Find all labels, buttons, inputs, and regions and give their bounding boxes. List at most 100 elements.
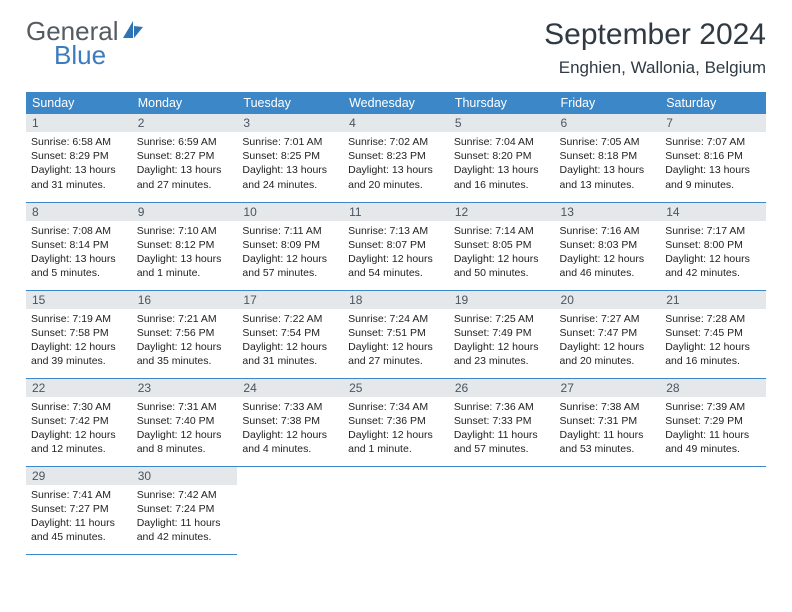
calendar-body: 1Sunrise: 6:58 AMSunset: 8:29 PMDaylight… [26, 114, 766, 554]
day-number: 2 [132, 114, 238, 132]
day-number: 8 [26, 203, 132, 221]
day-details: Sunrise: 7:05 AMSunset: 8:18 PMDaylight:… [555, 132, 661, 196]
day-details: Sunrise: 7:16 AMSunset: 8:03 PMDaylight:… [555, 221, 661, 285]
day-number: 25 [343, 379, 449, 397]
day-number: 9 [132, 203, 238, 221]
day-cell: 2Sunrise: 6:59 AMSunset: 8:27 PMDaylight… [132, 114, 238, 202]
logo-text-blue: Blue [54, 42, 144, 68]
day-cell: 17Sunrise: 7:22 AMSunset: 7:54 PMDayligh… [237, 290, 343, 378]
calendar-row: 29Sunrise: 7:41 AMSunset: 7:27 PMDayligh… [26, 466, 766, 554]
day-details: Sunrise: 7:02 AMSunset: 8:23 PMDaylight:… [343, 132, 449, 196]
calendar-row: 22Sunrise: 7:30 AMSunset: 7:42 PMDayligh… [26, 378, 766, 466]
day-number: 16 [132, 291, 238, 309]
empty-cell [343, 466, 449, 554]
empty-cell [660, 466, 766, 554]
logo-sail-icon [122, 18, 144, 44]
day-details: Sunrise: 7:22 AMSunset: 7:54 PMDaylight:… [237, 309, 343, 373]
location-text: Enghien, Wallonia, Belgium [544, 58, 766, 78]
day-cell: 10Sunrise: 7:11 AMSunset: 8:09 PMDayligh… [237, 202, 343, 290]
day-details: Sunrise: 7:38 AMSunset: 7:31 PMDaylight:… [555, 397, 661, 461]
day-details: Sunrise: 7:07 AMSunset: 8:16 PMDaylight:… [660, 132, 766, 196]
day-cell: 12Sunrise: 7:14 AMSunset: 8:05 PMDayligh… [449, 202, 555, 290]
calendar-table: Sunday Monday Tuesday Wednesday Thursday… [26, 92, 766, 555]
empty-cell [449, 466, 555, 554]
empty-cell [555, 466, 661, 554]
day-details: Sunrise: 7:21 AMSunset: 7:56 PMDaylight:… [132, 309, 238, 373]
day-number: 28 [660, 379, 766, 397]
day-number: 19 [449, 291, 555, 309]
day-number: 22 [26, 379, 132, 397]
day-cell: 15Sunrise: 7:19 AMSunset: 7:58 PMDayligh… [26, 290, 132, 378]
day-number: 23 [132, 379, 238, 397]
day-details: Sunrise: 7:34 AMSunset: 7:36 PMDaylight:… [343, 397, 449, 461]
day-cell: 7Sunrise: 7:07 AMSunset: 8:16 PMDaylight… [660, 114, 766, 202]
day-number: 1 [26, 114, 132, 132]
day-cell: 27Sunrise: 7:38 AMSunset: 7:31 PMDayligh… [555, 378, 661, 466]
weekday-sun: Sunday [26, 92, 132, 114]
title-block: September 2024 Enghien, Wallonia, Belgiu… [544, 18, 766, 78]
day-number: 18 [343, 291, 449, 309]
day-details: Sunrise: 7:04 AMSunset: 8:20 PMDaylight:… [449, 132, 555, 196]
day-number: 6 [555, 114, 661, 132]
day-details: Sunrise: 7:08 AMSunset: 8:14 PMDaylight:… [26, 221, 132, 285]
day-cell: 25Sunrise: 7:34 AMSunset: 7:36 PMDayligh… [343, 378, 449, 466]
day-cell: 23Sunrise: 7:31 AMSunset: 7:40 PMDayligh… [132, 378, 238, 466]
day-cell: 14Sunrise: 7:17 AMSunset: 8:00 PMDayligh… [660, 202, 766, 290]
day-cell: 29Sunrise: 7:41 AMSunset: 7:27 PMDayligh… [26, 466, 132, 554]
day-cell: 28Sunrise: 7:39 AMSunset: 7:29 PMDayligh… [660, 378, 766, 466]
day-details: Sunrise: 7:33 AMSunset: 7:38 PMDaylight:… [237, 397, 343, 461]
day-number: 14 [660, 203, 766, 221]
day-number: 4 [343, 114, 449, 132]
weekday-mon: Monday [132, 92, 238, 114]
day-number: 12 [449, 203, 555, 221]
day-number: 3 [237, 114, 343, 132]
day-cell: 3Sunrise: 7:01 AMSunset: 8:25 PMDaylight… [237, 114, 343, 202]
day-details: Sunrise: 7:17 AMSunset: 8:00 PMDaylight:… [660, 221, 766, 285]
day-number: 20 [555, 291, 661, 309]
day-number: 26 [449, 379, 555, 397]
day-details: Sunrise: 7:13 AMSunset: 8:07 PMDaylight:… [343, 221, 449, 285]
day-cell: 30Sunrise: 7:42 AMSunset: 7:24 PMDayligh… [132, 466, 238, 554]
calendar-row: 15Sunrise: 7:19 AMSunset: 7:58 PMDayligh… [26, 290, 766, 378]
day-details: Sunrise: 7:30 AMSunset: 7:42 PMDaylight:… [26, 397, 132, 461]
day-cell: 4Sunrise: 7:02 AMSunset: 8:23 PMDaylight… [343, 114, 449, 202]
day-cell: 9Sunrise: 7:10 AMSunset: 8:12 PMDaylight… [132, 202, 238, 290]
weekday-thu: Thursday [449, 92, 555, 114]
day-cell: 26Sunrise: 7:36 AMSunset: 7:33 PMDayligh… [449, 378, 555, 466]
weekday-tue: Tuesday [237, 92, 343, 114]
day-details: Sunrise: 7:27 AMSunset: 7:47 PMDaylight:… [555, 309, 661, 373]
day-cell: 11Sunrise: 7:13 AMSunset: 8:07 PMDayligh… [343, 202, 449, 290]
day-cell: 8Sunrise: 7:08 AMSunset: 8:14 PMDaylight… [26, 202, 132, 290]
day-details: Sunrise: 7:19 AMSunset: 7:58 PMDaylight:… [26, 309, 132, 373]
weekday-wed: Wednesday [343, 92, 449, 114]
day-details: Sunrise: 7:10 AMSunset: 8:12 PMDaylight:… [132, 221, 238, 285]
weekday-sat: Saturday [660, 92, 766, 114]
day-details: Sunrise: 7:39 AMSunset: 7:29 PMDaylight:… [660, 397, 766, 461]
day-details: Sunrise: 7:11 AMSunset: 8:09 PMDaylight:… [237, 221, 343, 285]
day-details: Sunrise: 7:25 AMSunset: 7:49 PMDaylight:… [449, 309, 555, 373]
day-number: 10 [237, 203, 343, 221]
day-cell: 20Sunrise: 7:27 AMSunset: 7:47 PMDayligh… [555, 290, 661, 378]
day-details: Sunrise: 7:42 AMSunset: 7:24 PMDaylight:… [132, 485, 238, 549]
day-cell: 21Sunrise: 7:28 AMSunset: 7:45 PMDayligh… [660, 290, 766, 378]
day-number: 7 [660, 114, 766, 132]
logo: General Blue [26, 18, 144, 68]
calendar-row: 8Sunrise: 7:08 AMSunset: 8:14 PMDaylight… [26, 202, 766, 290]
day-cell: 13Sunrise: 7:16 AMSunset: 8:03 PMDayligh… [555, 202, 661, 290]
day-cell: 24Sunrise: 7:33 AMSunset: 7:38 PMDayligh… [237, 378, 343, 466]
day-cell: 5Sunrise: 7:04 AMSunset: 8:20 PMDaylight… [449, 114, 555, 202]
day-details: Sunrise: 7:01 AMSunset: 8:25 PMDaylight:… [237, 132, 343, 196]
day-cell: 19Sunrise: 7:25 AMSunset: 7:49 PMDayligh… [449, 290, 555, 378]
month-title: September 2024 [544, 18, 766, 52]
day-cell: 1Sunrise: 6:58 AMSunset: 8:29 PMDaylight… [26, 114, 132, 202]
day-details: Sunrise: 7:24 AMSunset: 7:51 PMDaylight:… [343, 309, 449, 373]
day-number: 27 [555, 379, 661, 397]
calendar-row: 1Sunrise: 6:58 AMSunset: 8:29 PMDaylight… [26, 114, 766, 202]
weekday-header-row: Sunday Monday Tuesday Wednesday Thursday… [26, 92, 766, 114]
day-details: Sunrise: 7:31 AMSunset: 7:40 PMDaylight:… [132, 397, 238, 461]
day-cell: 18Sunrise: 7:24 AMSunset: 7:51 PMDayligh… [343, 290, 449, 378]
empty-cell [237, 466, 343, 554]
day-cell: 22Sunrise: 7:30 AMSunset: 7:42 PMDayligh… [26, 378, 132, 466]
weekday-fri: Friday [555, 92, 661, 114]
day-number: 15 [26, 291, 132, 309]
